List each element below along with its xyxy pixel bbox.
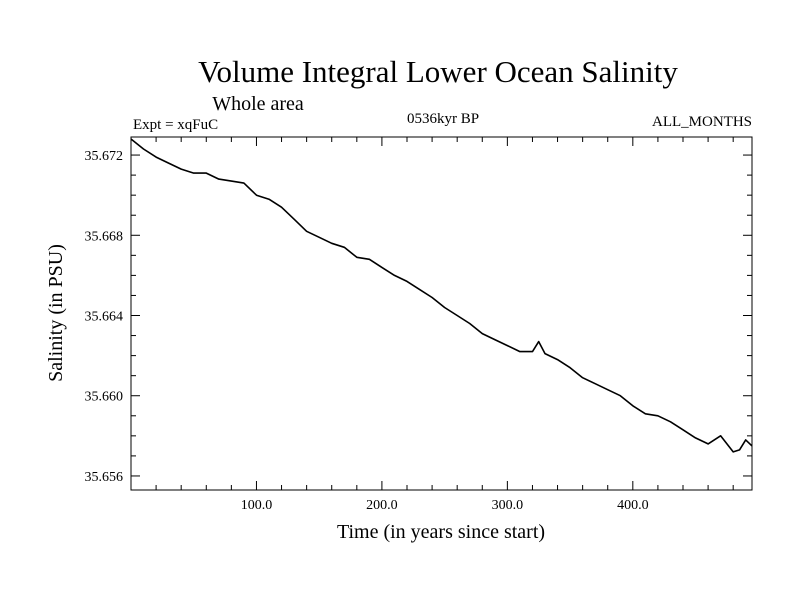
- y-axis-label: Salinity (in PSU): [45, 244, 67, 382]
- x-tick-label: 300.0: [492, 498, 524, 513]
- salinity-series-line: [130, 138, 753, 453]
- y-axis: 35.656 35.660 35.664 35.668 35.672: [85, 149, 752, 485]
- x-tick-label: 200.0: [366, 498, 398, 513]
- y-tick-label: 35.672: [85, 149, 124, 164]
- y-tick-label: 35.656: [85, 470, 124, 485]
- y-tick-label: 35.660: [85, 390, 124, 405]
- chart-subtitle: Whole area: [212, 93, 304, 115]
- y-tick-label: 35.668: [85, 229, 124, 244]
- y-tick-label: 35.664: [85, 310, 124, 325]
- plot-frame: [130, 136, 753, 491]
- x-axis: 100.0 200.0 300.0 400.0: [155, 137, 734, 513]
- months-label: ALL_MONTHS: [652, 114, 752, 130]
- experiment-label: Expt = xqFuC: [133, 117, 218, 133]
- x-tick-label: 100.0: [241, 498, 273, 513]
- period-label: 0536kyr BP: [407, 111, 479, 127]
- x-tick-label: 400.0: [617, 498, 649, 513]
- x-axis-label: Time (in years since start): [337, 521, 545, 543]
- chart-title: Volume Integral Lower Ocean Salinity: [198, 54, 678, 89]
